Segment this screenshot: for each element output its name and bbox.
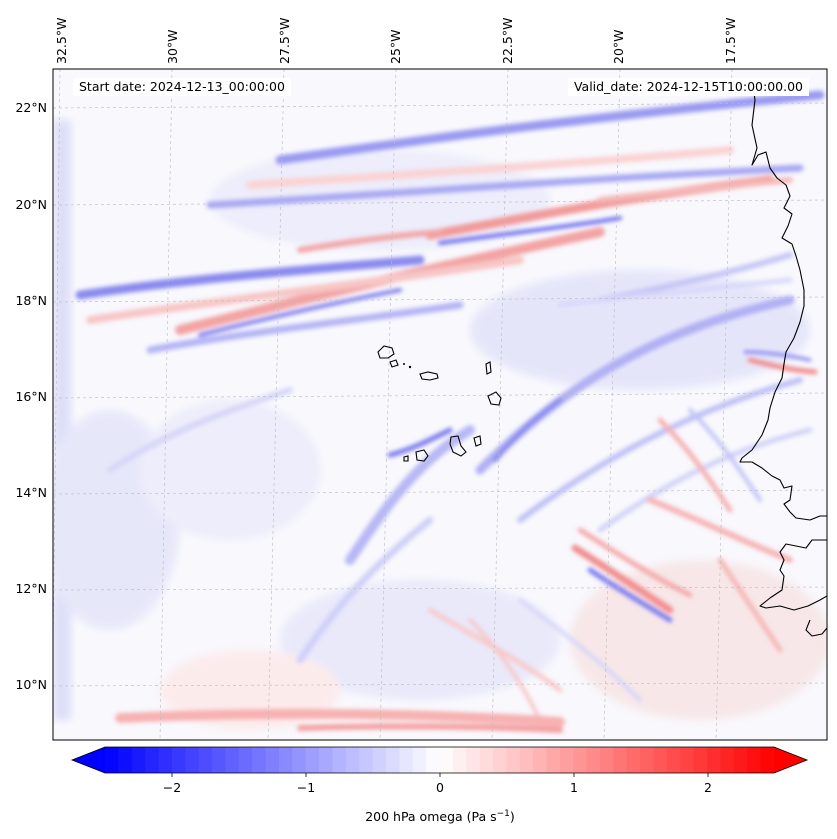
lon-label: 32.5°W bbox=[54, 18, 69, 64]
colorbar-level bbox=[372, 747, 387, 773]
island-boa-vista bbox=[487, 391, 502, 406]
colorbar-level bbox=[640, 747, 655, 773]
colorbar-level bbox=[693, 747, 708, 773]
colorbar-tick-label: 0 bbox=[436, 780, 444, 795]
lat-label: 12°N bbox=[15, 581, 47, 596]
map-panel bbox=[53, 69, 827, 740]
colorbar-level bbox=[225, 747, 240, 773]
lon-label: 17.5°W bbox=[723, 18, 738, 64]
colorbar-level bbox=[185, 747, 200, 773]
colorbar-level bbox=[252, 747, 267, 773]
lat-label: 14°N bbox=[15, 485, 47, 500]
colorbar-level bbox=[385, 747, 400, 773]
colorbar-level bbox=[158, 747, 173, 773]
colorbar-level bbox=[707, 747, 722, 773]
lon-label: 20°W bbox=[611, 29, 626, 64]
island-santo-antao bbox=[377, 345, 395, 359]
island-santiago bbox=[449, 435, 467, 457]
africa-coastline bbox=[739, 77, 827, 521]
colorbar-level bbox=[493, 747, 507, 773]
colorbar-level bbox=[546, 747, 561, 773]
colorbar-level bbox=[506, 747, 521, 773]
colorbar-level bbox=[573, 747, 588, 773]
lat-label: 22°N bbox=[15, 100, 47, 115]
colorbar-tick-label: 2 bbox=[704, 780, 712, 795]
colorbar-extend-max bbox=[774, 747, 807, 773]
island-maio bbox=[473, 435, 482, 447]
colorbar-level bbox=[626, 747, 641, 773]
colorbar-scale bbox=[72, 747, 807, 773]
island-brava bbox=[403, 455, 409, 462]
colorbar-level bbox=[760, 747, 775, 773]
island-fogo bbox=[415, 449, 429, 462]
colorbar-level bbox=[412, 747, 427, 773]
colorbar-level bbox=[212, 747, 227, 773]
lon-label: 22.5°W bbox=[500, 18, 515, 64]
lat-label: 20°N bbox=[15, 197, 47, 212]
lat-label: 10°N bbox=[15, 677, 47, 692]
colorbar: −2 −1 0 1 2 200 hPa omega (Pa s−1) bbox=[70, 746, 809, 824]
lon-label: 25°W bbox=[388, 29, 403, 64]
island-sao-nicolau bbox=[419, 371, 439, 381]
colorbar-level bbox=[399, 747, 414, 773]
colorbar-level bbox=[720, 747, 735, 773]
colorbar-level bbox=[345, 747, 360, 773]
lat-label: 16°N bbox=[15, 389, 47, 404]
africa-coastline-south bbox=[759, 539, 827, 611]
colorbar-level bbox=[265, 747, 280, 773]
colorbar-tick-label: −1 bbox=[297, 780, 315, 795]
longitude-labels: 32.5°W 30°W 27.5°W 25°W 22.5°W 20°W 17.5… bbox=[54, 18, 738, 64]
colorbar-level bbox=[600, 747, 615, 773]
colorbar-level bbox=[559, 747, 574, 773]
lon-label: 30°W bbox=[165, 29, 180, 64]
latitude-labels: 22°N 20°N 18°N 16°N 14°N 12°N 10°N bbox=[15, 100, 47, 692]
colorbar-title: 200 hPa omega (Pa s−1) bbox=[365, 809, 515, 824]
valid-date-label: Valid_date: 2024-12-15T10:00:00.00 bbox=[567, 78, 809, 96]
colorbar-tick-label: −2 bbox=[163, 780, 181, 795]
colorbar-level bbox=[332, 747, 347, 773]
colorbar-level bbox=[305, 747, 320, 773]
colorbar-ticks bbox=[171, 773, 709, 777]
colorbar-level bbox=[452, 747, 467, 773]
cabo-verde-islands bbox=[377, 345, 502, 462]
colorbar-level bbox=[131, 747, 146, 773]
omega-field-streaks bbox=[75, 90, 825, 733]
coastline bbox=[739, 77, 827, 637]
colorbar-outline bbox=[70, 746, 809, 774]
colorbar-level bbox=[426, 747, 441, 773]
colorbar-level bbox=[439, 747, 454, 773]
colorbar-level bbox=[747, 747, 762, 773]
colorbar-level bbox=[292, 747, 307, 773]
colorbar-level bbox=[105, 747, 119, 773]
colorbar-level bbox=[733, 747, 748, 773]
colorbar-level bbox=[653, 747, 668, 773]
colorbar-level bbox=[238, 747, 253, 773]
colorbar-level bbox=[680, 747, 695, 773]
colorbar-level bbox=[278, 747, 293, 773]
colorbar-level bbox=[359, 747, 374, 773]
colorbar-level bbox=[586, 747, 601, 773]
colorbar-level bbox=[533, 747, 548, 773]
colorbar-extend-min bbox=[72, 747, 105, 773]
start-date-label: Start date: 2024-12-13_00:00:00 bbox=[73, 78, 291, 96]
colorbar-level bbox=[171, 747, 186, 773]
colorbar-level bbox=[198, 747, 213, 773]
island-sal bbox=[485, 361, 492, 375]
island-sao-vicente bbox=[389, 359, 399, 368]
colorbar-tick-label: 1 bbox=[570, 780, 578, 795]
colorbar-level bbox=[145, 747, 160, 773]
colorbar-level bbox=[613, 747, 628, 773]
colorbar-level bbox=[118, 747, 133, 773]
colorbar-level bbox=[519, 747, 534, 773]
lon-label: 27.5°W bbox=[277, 18, 292, 64]
colorbar-level bbox=[479, 747, 494, 773]
colorbar-level bbox=[466, 747, 481, 773]
colorbar-level bbox=[319, 747, 334, 773]
lat-label: 18°N bbox=[15, 293, 47, 308]
map-frame bbox=[52, 68, 828, 741]
colorbar-level bbox=[666, 747, 681, 773]
